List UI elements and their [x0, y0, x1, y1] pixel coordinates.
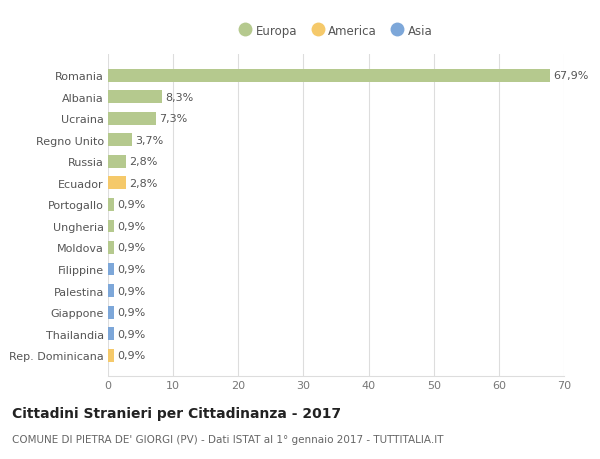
- Bar: [108, 134, 132, 147]
- Text: 0,9%: 0,9%: [117, 222, 145, 231]
- Text: 0,9%: 0,9%: [117, 200, 145, 210]
- Bar: [108, 327, 114, 340]
- Bar: [108, 241, 114, 254]
- Text: 0,9%: 0,9%: [117, 329, 145, 339]
- Bar: [108, 306, 114, 319]
- Bar: [108, 349, 114, 362]
- Bar: [108, 263, 114, 276]
- Bar: [108, 199, 114, 212]
- Text: Cittadini Stranieri per Cittadinanza - 2017: Cittadini Stranieri per Cittadinanza - 2…: [12, 406, 341, 420]
- Text: 2,8%: 2,8%: [130, 179, 158, 189]
- Bar: [108, 220, 114, 233]
- Bar: [108, 112, 155, 125]
- Bar: [108, 285, 114, 297]
- Bar: [108, 91, 162, 104]
- Text: 8,3%: 8,3%: [166, 93, 194, 103]
- Text: 3,7%: 3,7%: [136, 135, 164, 146]
- Bar: [108, 177, 126, 190]
- Text: 0,9%: 0,9%: [117, 308, 145, 317]
- Text: 0,9%: 0,9%: [117, 264, 145, 274]
- Text: 0,9%: 0,9%: [117, 243, 145, 253]
- Text: 67,9%: 67,9%: [554, 71, 589, 81]
- Text: 0,9%: 0,9%: [117, 350, 145, 360]
- Bar: [108, 156, 126, 168]
- Text: 7,3%: 7,3%: [159, 114, 187, 124]
- Bar: [108, 70, 550, 83]
- Legend: Europa, America, Asia: Europa, America, Asia: [235, 20, 437, 43]
- Text: 0,9%: 0,9%: [117, 286, 145, 296]
- Text: 2,8%: 2,8%: [130, 157, 158, 167]
- Text: COMUNE DI PIETRA DE' GIORGI (PV) - Dati ISTAT al 1° gennaio 2017 - TUTTITALIA.IT: COMUNE DI PIETRA DE' GIORGI (PV) - Dati …: [12, 434, 443, 444]
